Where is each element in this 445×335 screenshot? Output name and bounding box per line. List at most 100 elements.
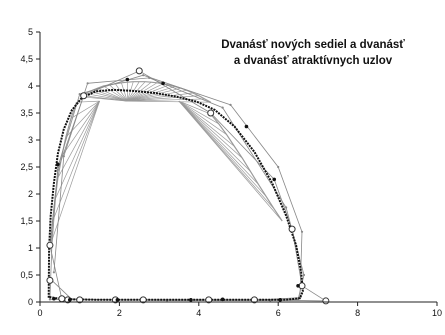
fan-line <box>83 95 128 102</box>
axes-layer: 0 0,5 1 1,5 2 2,5 3 3,5 4 4,5 5 0 2 4 6 8 10 <box>20 27 442 318</box>
fan-line <box>52 100 100 222</box>
x-tick-label: 8 <box>355 308 360 318</box>
saddle-marker <box>56 162 60 167</box>
control-point <box>221 106 224 109</box>
final-curve-line <box>47 88 304 301</box>
attractive-node-marker <box>46 276 54 284</box>
control-point <box>285 206 288 209</box>
attractive-node-marker <box>322 297 330 305</box>
y-tick-label: 3,5 <box>20 108 33 118</box>
control-point <box>229 103 232 106</box>
control-polygon-line <box>49 74 303 301</box>
fan-line <box>178 100 211 115</box>
fan-line <box>54 100 100 200</box>
y-tick-label: 1,5 <box>20 216 33 226</box>
control-point <box>62 155 65 158</box>
markers-layer <box>46 67 330 305</box>
y-tick-label: 5 <box>28 27 33 37</box>
control-point <box>300 230 304 233</box>
control-point <box>142 74 145 77</box>
fan-line <box>89 91 128 102</box>
fan-line <box>178 100 227 135</box>
fan-line <box>103 85 128 102</box>
saddle-marker <box>244 124 249 129</box>
chart-title-line-1: Dvanásť nových sediel a dvanásť <box>221 39 405 51</box>
control-point <box>48 298 52 301</box>
attractive-node-marker <box>76 296 84 304</box>
saddle-marker <box>125 77 130 82</box>
y-tick-label: 3 <box>28 135 33 145</box>
x-tick-label: 6 <box>276 308 281 318</box>
fan-envelope <box>210 113 283 222</box>
fan-line <box>127 86 176 102</box>
y-tick-label: 2 <box>28 189 33 199</box>
fan-line <box>76 100 100 103</box>
fan-line <box>127 98 205 102</box>
control-point <box>148 76 151 79</box>
saddle-marker <box>189 298 193 302</box>
attractive-node-marker <box>250 296 258 304</box>
attractive-node-marker <box>46 241 54 249</box>
y-tick-label: 1 <box>28 243 33 253</box>
fan-line <box>57 100 100 178</box>
fan-envelope <box>50 102 78 243</box>
control-point <box>52 271 55 274</box>
fan-line <box>178 100 219 125</box>
y-tick-label: 4,5 <box>20 54 33 64</box>
fan-line <box>178 100 251 172</box>
control-polygon-line <box>49 70 328 302</box>
control-point <box>78 93 81 96</box>
fan-line <box>109 84 128 102</box>
fan-line <box>85 93 128 102</box>
fan-line <box>127 89 187 102</box>
attractive-node-marker <box>207 109 215 117</box>
saddle-marker <box>272 177 277 182</box>
attractive-node-marker <box>288 225 296 233</box>
attractive-node-marker <box>139 296 147 304</box>
y-tick-label: 4 <box>28 81 33 91</box>
y-tick-label: 0 <box>28 297 33 307</box>
fan-line <box>127 100 211 103</box>
fan-line <box>93 89 128 102</box>
chart-title: Dvanásť nových sediel a dvanásť a dvanás… <box>221 39 405 67</box>
x-tick-label: 10 <box>432 308 442 318</box>
saddle-marker <box>278 298 282 302</box>
fan-line <box>178 100 259 185</box>
fan-line <box>127 92 193 102</box>
fan-line <box>178 100 235 147</box>
fan-line <box>61 100 100 157</box>
control-point <box>86 82 89 85</box>
fan-line <box>178 100 243 159</box>
saddle-marker <box>67 298 72 302</box>
saddle-marker <box>52 296 56 301</box>
y-tick-label: 0,5 <box>20 270 33 280</box>
saddle-marker <box>296 284 300 288</box>
control-point <box>56 168 59 171</box>
attractive-node-marker <box>135 67 143 75</box>
fan-line <box>178 100 267 197</box>
attractive-node-marker <box>80 92 88 100</box>
x-tick-label: 4 <box>196 308 201 318</box>
fan-lines-layer <box>50 81 283 243</box>
control-point <box>302 273 306 277</box>
fan-line <box>127 95 199 102</box>
saddle-marker <box>220 297 225 302</box>
final-curve-layer <box>47 88 304 301</box>
fan-line <box>178 100 283 222</box>
x-tick-label: 2 <box>117 308 122 318</box>
x-tick-label: 0 <box>37 308 42 318</box>
fan-line <box>70 100 100 119</box>
control-point <box>277 165 280 169</box>
attractive-node-marker <box>298 282 306 290</box>
chart-title-line-2: a dvanásť atraktívnych uzlov <box>234 55 393 67</box>
fan-line <box>115 83 128 102</box>
saddle-marker <box>115 298 120 302</box>
attractive-node-marker <box>205 296 213 304</box>
saddle-marker <box>161 81 165 86</box>
fan-line <box>50 101 100 243</box>
fan-line <box>121 82 128 102</box>
attractive-node-marker <box>58 295 66 303</box>
y-tick-label: 2,5 <box>20 162 33 172</box>
